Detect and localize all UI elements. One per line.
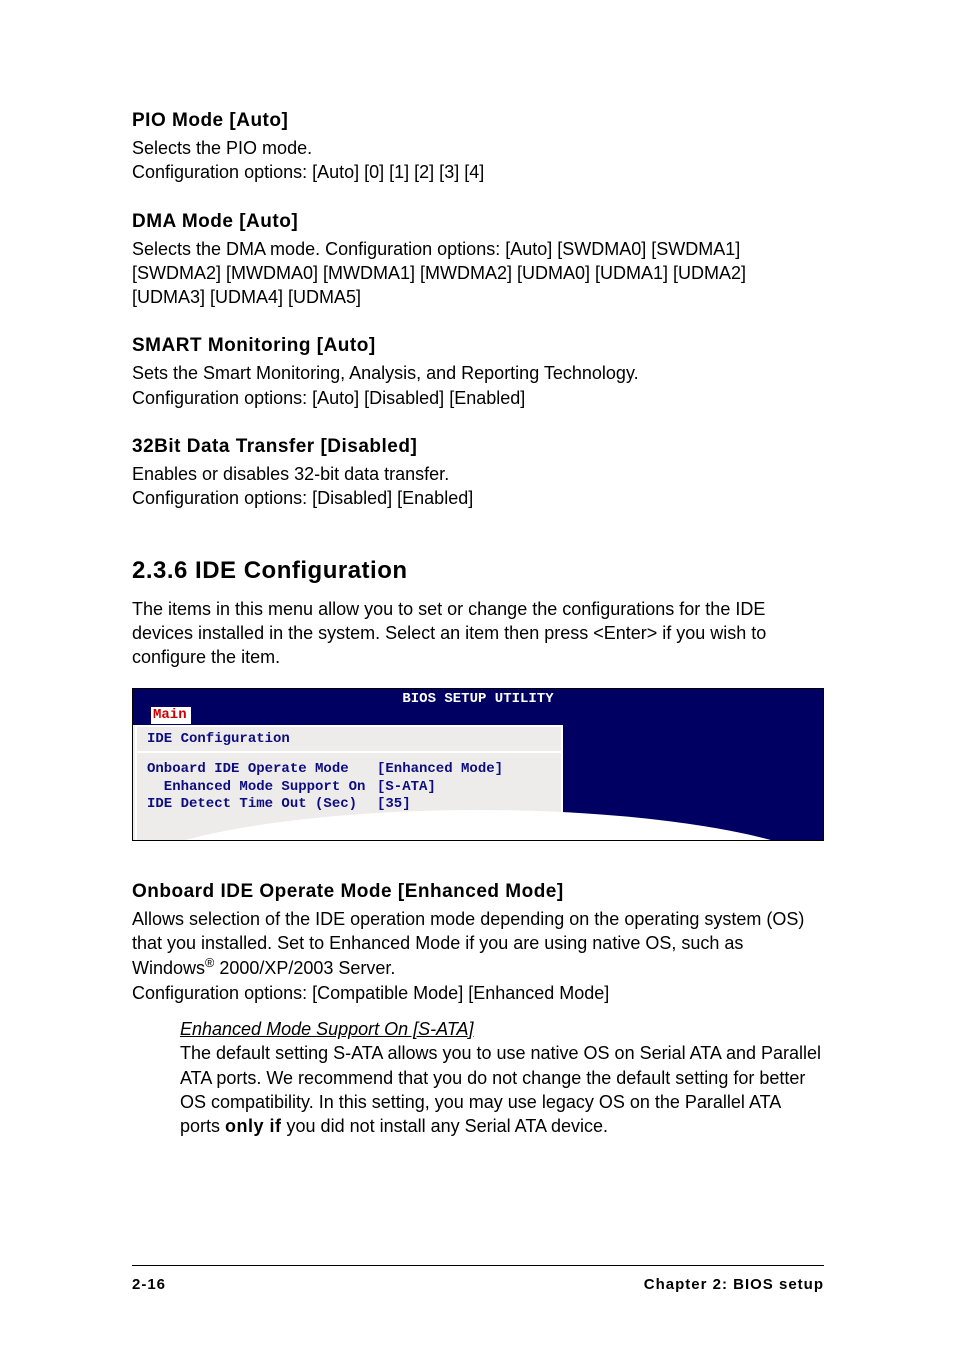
bios-item-label: Onboard IDE Operate Mode: [147, 761, 377, 779]
bios-item-label: IDE Detect Time Out (Sec): [147, 796, 377, 814]
heading-32bit: 32Bit Data Transfer [Disabled]: [132, 436, 824, 458]
bios-title: BIOS SETUP UTILITY: [133, 689, 823, 708]
page-footer: 2-16 Chapter 2: BIOS setup: [132, 1265, 824, 1293]
enhanced-mode-subsection: Enhanced Mode Support On [S-ATA] The def…: [180, 1017, 824, 1138]
bios-tab-row: Main: [133, 707, 823, 725]
sub-heading-enhanced-mode: Enhanced Mode Support On [S-ATA]: [180, 1017, 824, 1041]
heading-ide-config: 2.3.6 IDE Configuration: [132, 557, 824, 585]
bios-header: BIOS SETUP UTILITY Main: [133, 689, 823, 726]
body-smart: Sets the Smart Monitoring, Analysis, and…: [132, 361, 824, 410]
bios-tab-main: Main: [151, 707, 191, 724]
text-line: Sets the Smart Monitoring, Analysis, and…: [132, 363, 639, 383]
bios-item-label: Enhanced Mode Support On: [147, 779, 377, 797]
heading-pio-mode: PIO Mode [Auto]: [132, 110, 824, 132]
text-segment: 2000/XP/2003 Server.: [214, 958, 395, 978]
emphasis-only-if: only if: [225, 1116, 282, 1136]
bios-item-value: [S-ATA]: [377, 779, 551, 797]
chapter-label: Chapter 2: BIOS setup: [644, 1276, 824, 1293]
bios-row: Enhanced Mode Support On [S-ATA]: [147, 779, 551, 797]
body-onboard-ide: Allows selection of the IDE operation mo…: [132, 907, 824, 1005]
text-line: Configuration options: [Auto] [Disabled]…: [132, 388, 525, 408]
heading-smart: SMART Monitoring [Auto]: [132, 335, 824, 357]
intro-ide-config: The items in this menu allow you to set …: [132, 597, 824, 670]
bios-subtitle: IDE Configuration: [137, 725, 561, 753]
heading-onboard-ide: Onboard IDE Operate Mode [Enhanced Mode]: [132, 881, 824, 903]
text-line: Selects the PIO mode.: [132, 138, 312, 158]
body-32bit: Enables or disables 32-bit data transfer…: [132, 462, 824, 511]
page-content: PIO Mode [Auto] Selects the PIO mode. Co…: [0, 0, 954, 1139]
bios-item-value: [Enhanced Mode]: [377, 761, 551, 779]
text-line: Configuration options: [Compatible Mode]…: [132, 983, 609, 1003]
bios-row: Onboard IDE Operate Mode [Enhanced Mode]: [147, 761, 551, 779]
sub-body-enhanced-mode: The default setting S-ATA allows you to …: [180, 1041, 824, 1138]
registered-symbol: ®: [205, 956, 214, 970]
text-line: Configuration options: [Disabled] [Enabl…: [132, 488, 473, 508]
heading-dma-mode: DMA Mode [Auto]: [132, 211, 824, 233]
body-dma-mode: Selects the DMA mode. Configuration opti…: [132, 237, 824, 310]
text-segment: you did not install any Serial ATA devic…: [282, 1116, 609, 1136]
body-pio-mode: Selects the PIO mode. Configuration opti…: [132, 136, 824, 185]
text-line: Configuration options: [Auto] [0] [1] [2…: [132, 162, 484, 182]
bios-setup-screenshot: BIOS SETUP UTILITY Main IDE Configuratio…: [132, 688, 824, 841]
text-line: Enables or disables 32-bit data transfer…: [132, 464, 449, 484]
page-number: 2-16: [132, 1276, 166, 1293]
